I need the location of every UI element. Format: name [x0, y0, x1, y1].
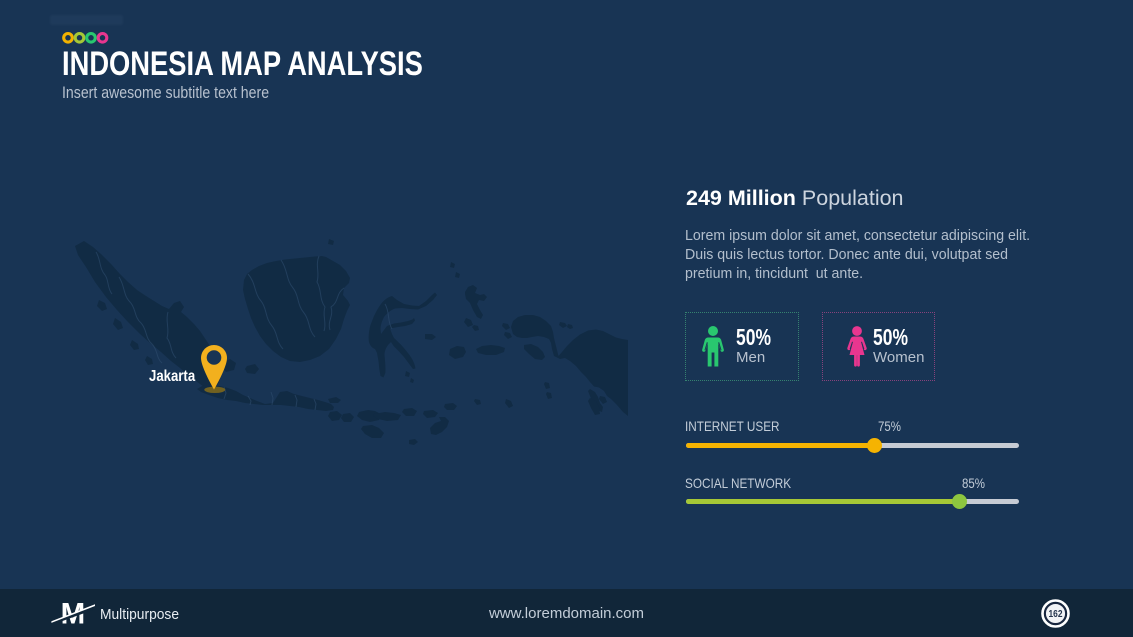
svg-text:162: 162 [1049, 609, 1063, 620]
